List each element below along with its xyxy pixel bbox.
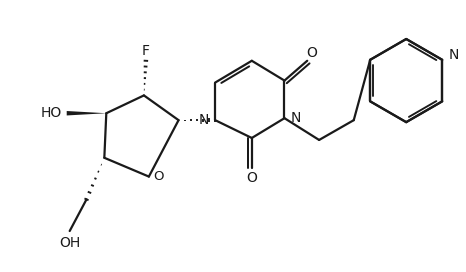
Text: HO: HO <box>41 106 62 120</box>
Text: F: F <box>142 44 150 58</box>
Text: N: N <box>290 111 301 125</box>
Text: O: O <box>307 46 318 60</box>
Text: N: N <box>448 48 459 62</box>
Text: N: N <box>199 113 209 127</box>
Text: OH: OH <box>59 236 80 250</box>
Text: O: O <box>247 171 257 185</box>
Text: O: O <box>153 170 164 183</box>
Polygon shape <box>67 111 106 115</box>
